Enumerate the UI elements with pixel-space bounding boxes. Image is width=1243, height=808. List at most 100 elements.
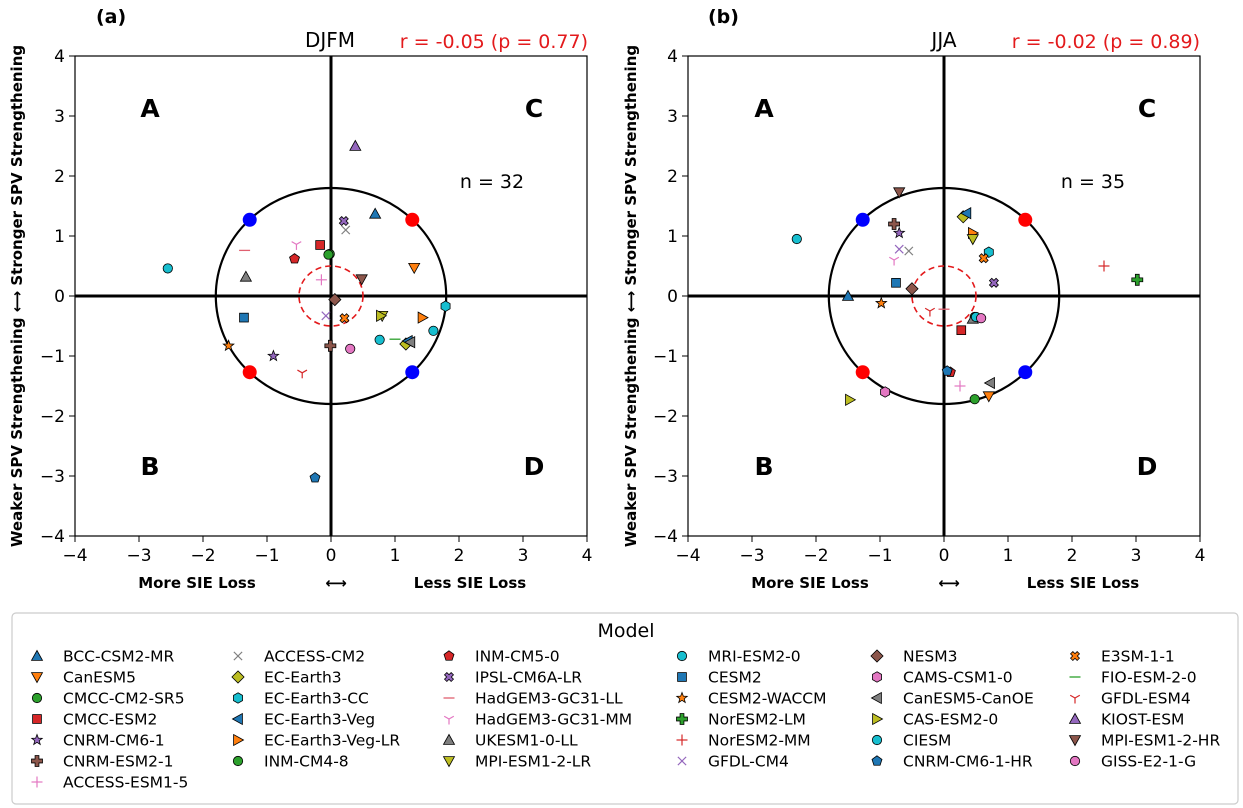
x-tick-label: 2 [454,546,465,566]
legend-item: CanESM5 [30,669,136,687]
data-point [289,253,300,264]
legend-label: CESM2 [708,669,762,687]
data-point [368,207,382,219]
data-point [960,207,972,220]
legend-item: NESM3 [870,648,957,666]
data-point [440,300,451,312]
legend-frame [11,612,1239,805]
reference-point-blue [405,365,420,380]
plot-area: −4 −3 −2 −1 0 1 2 3 4 −4 −3 −2 −1 0 1 2 3 4 [653,47,1205,566]
x-tick-label: −3 [126,546,151,566]
y-tick-label: −4 [40,527,65,547]
data-point [924,307,936,317]
x-label-right: Less SIE Loss [414,574,526,592]
x-tick-label: 3 [1131,546,1142,566]
x-tick-label: 1 [1003,546,1014,566]
legend-item: CanESM5-CanOE [870,690,1034,708]
data-point [880,386,891,398]
data-point [309,472,321,483]
legend-item: EC-Earth3-Veg-LR [233,732,400,750]
data-point [297,369,308,379]
legend-label: CIESM [903,732,951,750]
panel-a: (a) DJFM r = -0.05 (p = 0.77) −4 −3 −2 −1 0 1… [8,6,592,592]
legend-marker [442,756,456,768]
legend-label: CMCC-CM2-SR5 [63,690,185,708]
data-point [239,312,249,323]
legend-item: CAS-ESM2-0 [872,711,998,729]
legend-label: GFDL-ESM4 [1101,690,1191,708]
legend-label: NESM3 [903,648,957,666]
x-label-mid: ⟷ [938,574,960,592]
legend-item: CNRM-ESM2-1 [31,753,173,771]
legend-item: CIESM [871,732,951,750]
legend-label: INM-CM5-0 [475,648,560,666]
reference-point-blue [1018,365,1033,380]
inner-dashed-circle [911,265,977,327]
legend-item: CNRM-CM6-1-HR [871,753,1033,771]
data-point [408,262,421,275]
x-tick-label: −3 [739,546,764,566]
data-point [966,234,979,246]
legend-marker [443,650,455,661]
legend-label: INM-CM4-8 [264,753,349,771]
data-point [978,253,989,264]
quadrant-label-b: B [140,452,159,481]
data-point [841,289,855,301]
legend-item: INM-CM4-8 [232,753,349,771]
y-tick-label: 1 [54,227,65,247]
legend-label: EC-Earth3 [264,669,342,687]
y-tick-label: 0 [54,287,65,307]
legend-marker [871,755,883,766]
correlation-label: r = -0.05 (p = 0.77) [400,31,588,53]
y-tick-label: −1 [653,347,678,367]
legend-item: CESM2 [677,669,762,687]
legend-label: CNRM-CM6-1-HR [903,753,1033,771]
data-point [1098,260,1110,272]
data-point [969,394,980,405]
legend-marker [1069,694,1081,704]
panel-label: (b) [708,6,739,28]
data-point [894,244,904,254]
x-tick-label: −4 [62,546,87,566]
legend-marker [30,649,44,661]
legend-label: NorESM2-MM [708,732,811,750]
legend-item: HadGEM3-GC31-MM [443,711,632,729]
data-point [888,256,900,266]
legend-marker [675,691,689,704]
y-axis-label: Weaker SPV Strengthening ⟷ Stronger SPV … [8,45,26,547]
data-point [222,339,235,352]
reference-point-red [405,212,420,227]
legend-item: EC-Earth3-Veg [231,711,375,729]
legend-label: KIOST-ESM [1101,711,1184,729]
data-point [428,325,439,336]
legend-label: CAMS-CSM1-0 [903,669,1013,687]
panel-label: (a) [96,6,126,28]
legend-item: INM-CM5-0 [443,648,560,666]
legend-label: NorESM2-LM [708,711,806,729]
legend-item: FIO-ESM-2-0 [1069,669,1197,687]
data-point [376,309,388,322]
legend-label: GISS-E2-1-G [1101,753,1196,771]
data-point [988,277,999,288]
data-point [874,296,888,309]
legend-label: HadGEM3-GC31-LL [475,690,623,708]
x-tick-label: 3 [518,546,529,566]
legend-marker [1068,712,1082,724]
x-tick-label: −2 [190,546,215,566]
data-point [982,391,995,403]
legend-label: MPI-ESM1-2-HR [1101,732,1220,750]
y-tick-label: −3 [653,467,678,487]
data-point [324,339,337,352]
legend-item: EC-Earth3 [231,669,342,687]
data-point [323,249,334,260]
data-point [345,343,356,354]
data-point [983,376,995,390]
legend-marker [872,671,882,683]
legend-item: GFDL-CM4 [677,753,789,771]
x-tick-label: −1 [254,546,279,566]
y-tick-label: 4 [667,47,678,67]
legend-marker [30,733,44,746]
legend-label: IPSL-CM6A-LR [475,669,582,687]
legend-item: MPI-ESM1-2-HR [1068,732,1220,750]
